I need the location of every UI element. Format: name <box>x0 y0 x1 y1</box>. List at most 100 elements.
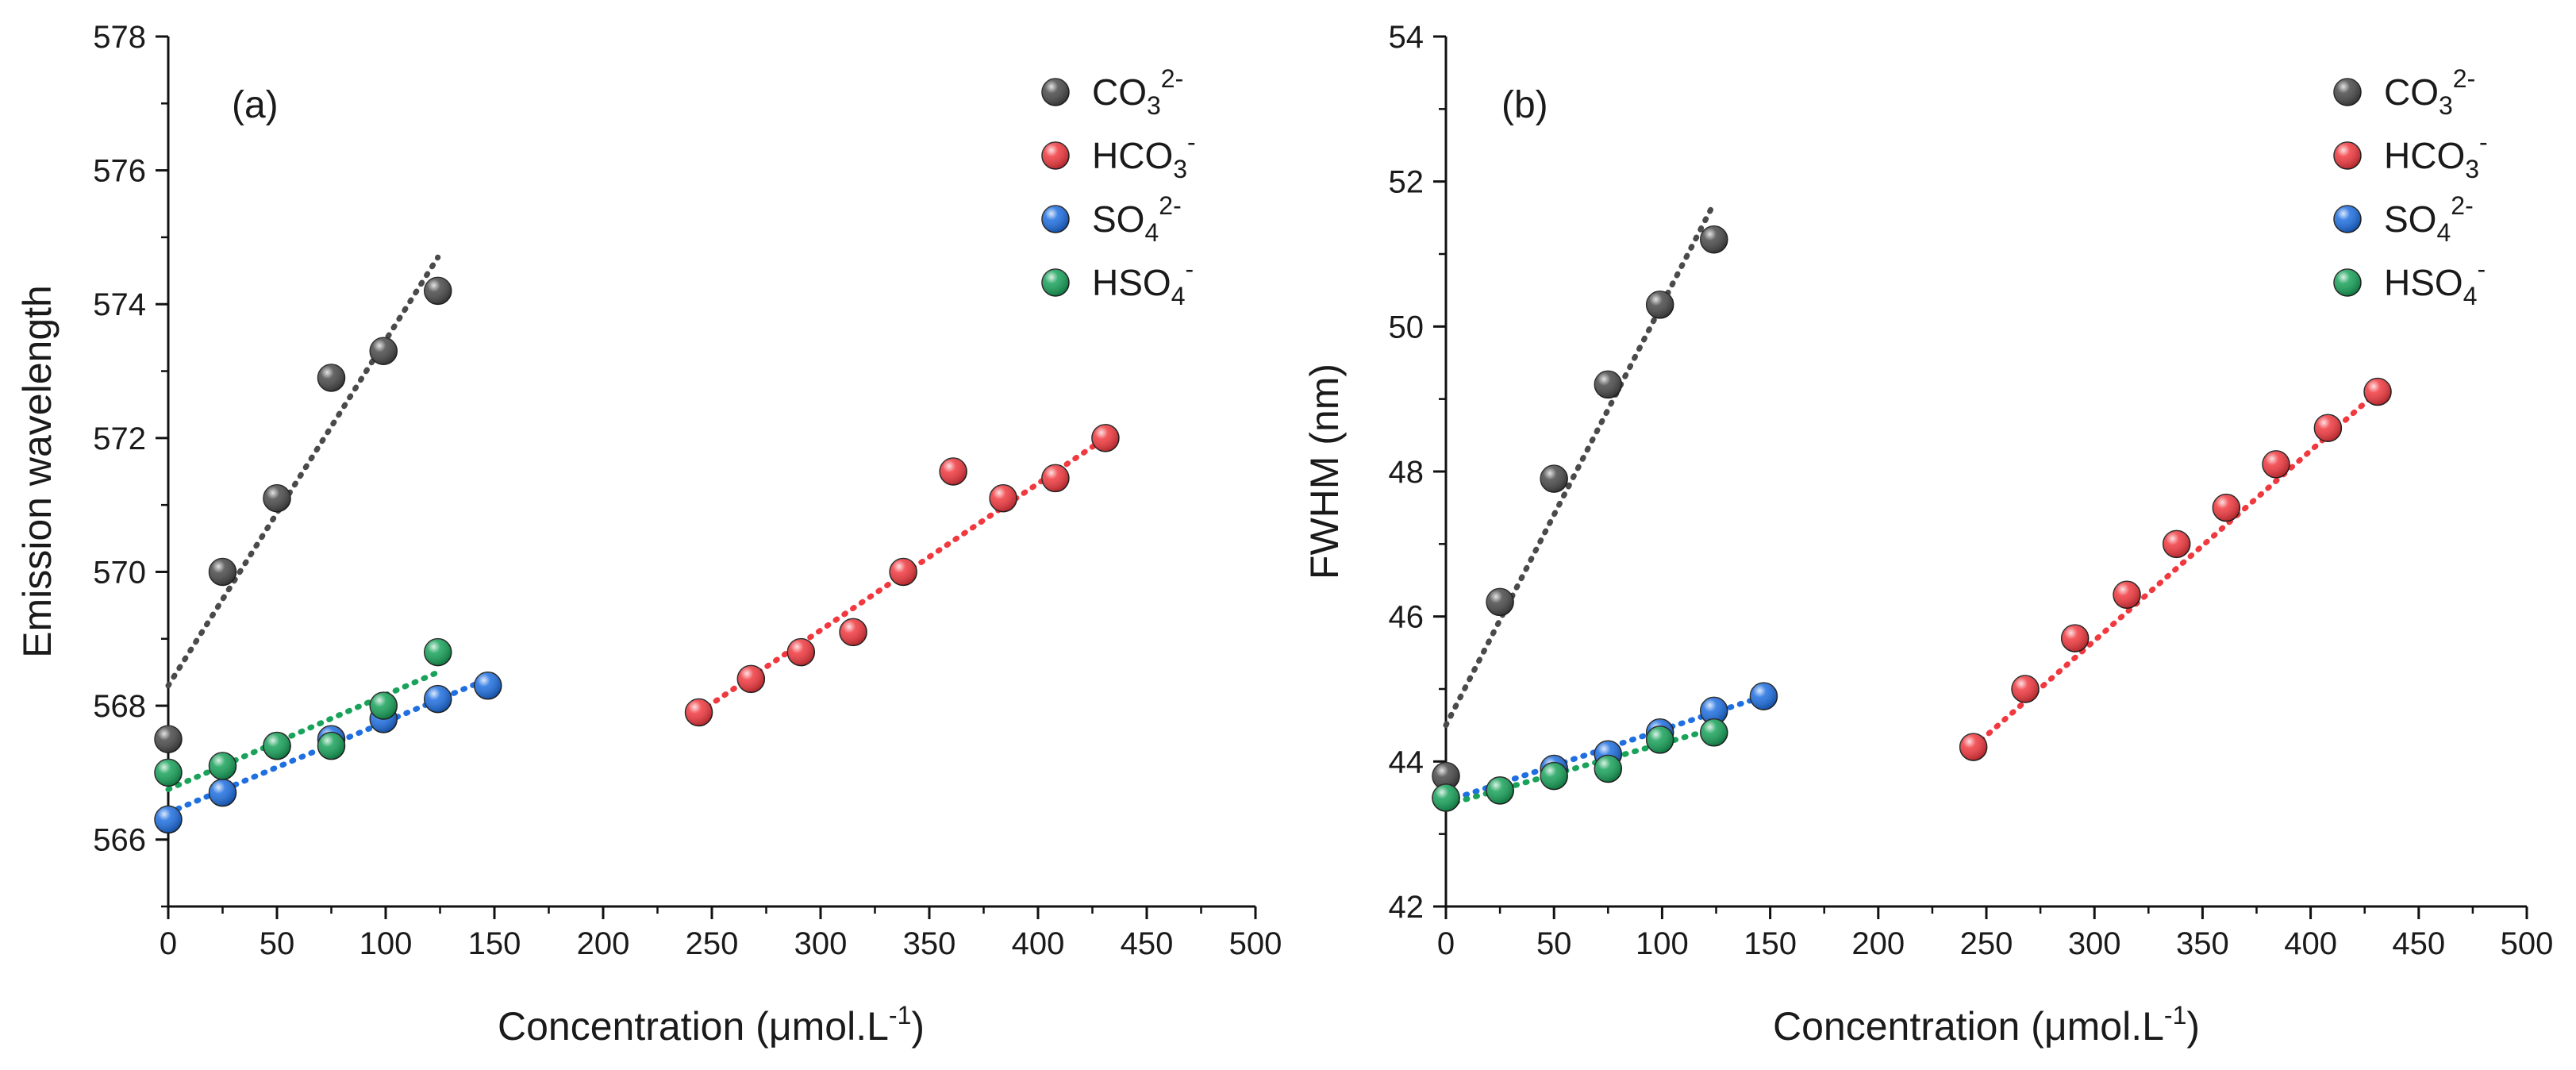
legend-label-bicarbonate: HCO3- <box>1092 128 1196 183</box>
x-tick-label: 300 <box>794 926 848 961</box>
bisulfate-point-shine <box>1594 755 1622 783</box>
bicarbonate-point-shine <box>2163 530 2190 558</box>
bisulfate-point <box>317 731 346 760</box>
carbonate-fit-line <box>1443 200 1717 729</box>
bisulfate-point-shine <box>209 752 236 779</box>
carbonate-point <box>154 725 183 753</box>
legend-item-bisulfate: HSO4- <box>1041 255 1194 310</box>
y-tick-label: 566 <box>93 823 146 858</box>
bicarbonate-point <box>1091 424 1120 452</box>
x-tick-label: 200 <box>1851 926 1905 961</box>
carbonate-point <box>1540 464 1568 493</box>
legend-label-bisulfate: HSO4- <box>2384 255 2486 310</box>
carbonate-point-shine <box>1700 225 1728 253</box>
legend-label-sulfate: SO42- <box>2384 191 2474 247</box>
sulfate-point <box>424 684 452 714</box>
bisulfate-point-shine <box>1486 776 1514 804</box>
x-tick-label: 250 <box>1960 926 2013 961</box>
legend-label-carbonate: CO32- <box>1092 64 1183 120</box>
bicarbonate-point-shine <box>990 484 1017 512</box>
carbonate-point-shine <box>1594 371 1622 398</box>
carbonate-fit-line <box>165 254 441 689</box>
sulfate-point-shine <box>209 779 236 806</box>
bisulfate-point <box>1645 726 1674 754</box>
bicarbonate-point-shine <box>1041 464 1069 492</box>
x-tick-label: 0 <box>1437 926 1455 961</box>
panel-b-tag: (b) <box>1501 84 1548 126</box>
sulfate-point <box>208 778 237 807</box>
legend-item-sulfate: SO42- <box>2333 191 2474 247</box>
bicarbonate-point-shine <box>890 558 917 586</box>
bicarbonate-point <box>2011 675 2040 703</box>
bisulfate-point-shine <box>424 638 452 666</box>
legend-marker-shine <box>1042 269 1069 296</box>
bicarbonate-point-shine <box>685 699 713 726</box>
carbonate-point <box>1700 225 1728 254</box>
x-tick-label: 400 <box>1012 926 1065 961</box>
legend-item-sulfate: SO42- <box>1041 191 1182 247</box>
bisulfate-point-shine <box>1700 718 1728 746</box>
sulfate-point-shine <box>474 672 502 699</box>
bicarbonate-point <box>989 483 1017 513</box>
bisulfate-point-shine <box>155 759 182 787</box>
sulfate-point <box>154 805 183 834</box>
bicarbonate-point <box>2212 493 2241 522</box>
y-tick-label: 568 <box>93 689 146 724</box>
legend-marker-shine <box>1042 206 1069 233</box>
sulfate-point-shine <box>1750 683 1778 710</box>
x-tick-label: 150 <box>468 926 521 961</box>
legend-marker-shine <box>1042 79 1069 106</box>
x-tick-label: 400 <box>2284 926 2337 961</box>
bicarbonate-point <box>2162 529 2191 559</box>
legend-item-bicarbonate: HCO3- <box>1041 128 1196 183</box>
bicarbonate-point <box>684 698 713 727</box>
carbonate-point <box>263 483 291 513</box>
carbonate-point-shine <box>1540 465 1568 493</box>
bicarbonate-point-shine <box>1959 733 1987 761</box>
legend-label-carbonate: CO32- <box>2384 64 2475 120</box>
carbonate-point <box>1432 761 1460 791</box>
legend-label-bicarbonate: HCO3- <box>2384 128 2488 183</box>
x-tick-label: 50 <box>1536 926 1572 961</box>
y-tick-label: 44 <box>1389 745 1424 779</box>
bisulfate-point-shine <box>1646 726 1674 753</box>
bisulfate-point <box>208 752 237 780</box>
legend-item-carbonate: CO32- <box>2333 64 2475 120</box>
x-tick-label: 100 <box>359 926 413 961</box>
y-tick-label: 570 <box>93 555 146 590</box>
bisulfate-fit-line <box>165 669 441 792</box>
carbonate-point-shine <box>317 364 345 391</box>
y-tick-label: 572 <box>93 421 146 456</box>
legend-item-bicarbonate: HCO3- <box>2333 128 2488 183</box>
bicarbonate-point-shine <box>840 618 867 646</box>
bicarbonate-point-shine <box>2314 414 2342 442</box>
y-tick-label: 578 <box>93 20 146 55</box>
sulfate-point <box>1700 696 1728 726</box>
legend-item-carbonate: CO32- <box>1041 64 1183 120</box>
x-tick-label: 500 <box>1229 926 1282 961</box>
bicarbonate-point-shine <box>737 665 765 693</box>
legend-label-sulfate: SO42- <box>1092 191 1182 247</box>
carbonate-point-shine <box>263 484 290 512</box>
legend-marker-shine <box>2334 206 2361 233</box>
bisulfate-point-shine <box>1432 784 1459 811</box>
bisulfate-point <box>369 691 398 720</box>
bicarbonate-point <box>2113 580 2141 610</box>
bicarbonate-point <box>939 457 967 486</box>
x-tick-label: 300 <box>2068 926 2121 961</box>
panel-a-y-axis-title: Emission wavelength <box>15 285 60 658</box>
carbonate-point <box>1594 370 1623 399</box>
carbonate-point-shine <box>370 337 398 365</box>
bisulfate-point-shine <box>370 692 398 720</box>
legend-marker-shine <box>1042 142 1069 169</box>
y-tick-label: 574 <box>93 287 146 322</box>
carbonate-point <box>1645 291 1674 319</box>
sulfate-point <box>474 672 502 700</box>
y-tick-label: 42 <box>1389 890 1424 925</box>
bicarbonate-point-shine <box>2061 625 2089 652</box>
bisulfate-point <box>1540 761 1568 791</box>
x-tick-label: 350 <box>2176 926 2229 961</box>
bicarbonate-point <box>839 618 867 647</box>
carbonate-point <box>317 364 346 392</box>
bicarbonate-point <box>889 557 917 587</box>
